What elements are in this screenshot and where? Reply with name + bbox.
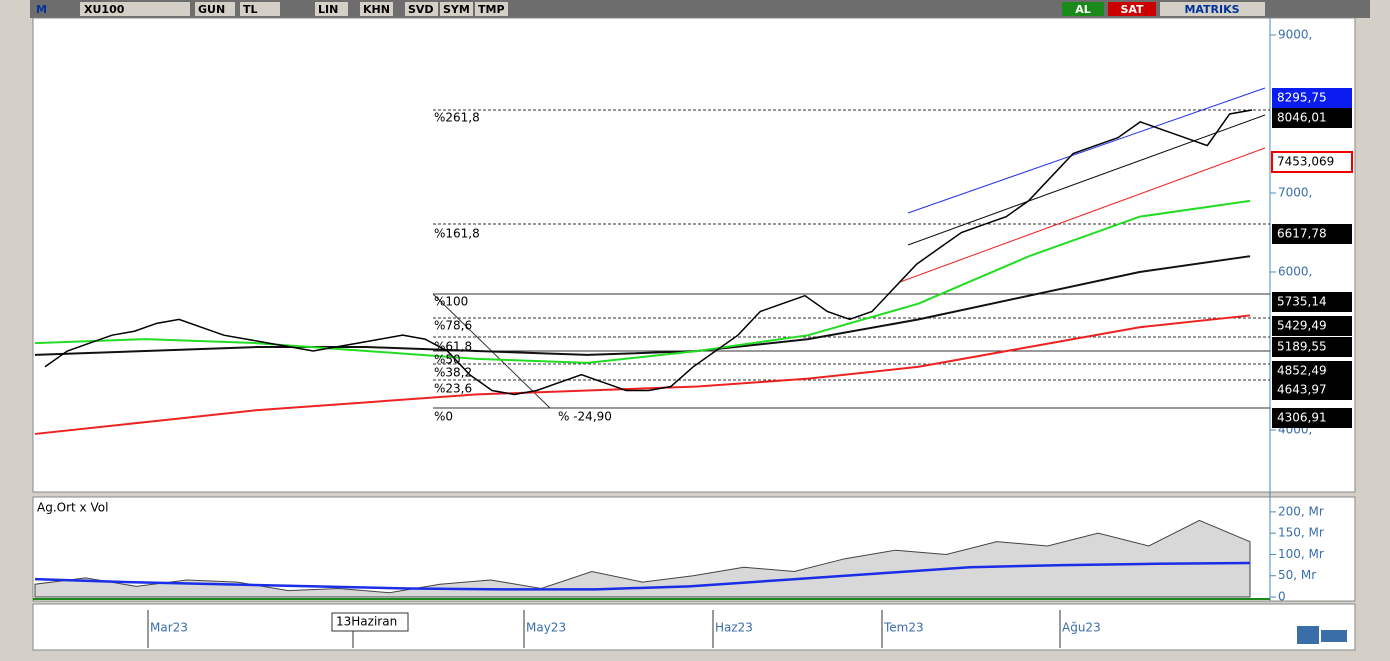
price-tag-box bbox=[1272, 316, 1352, 336]
fib-label: %0 bbox=[434, 410, 453, 424]
toolbar-button-label[interactable]: KHN bbox=[363, 3, 390, 16]
price-tag-box bbox=[1272, 88, 1352, 108]
fib-label: %161,8 bbox=[434, 227, 480, 241]
toolbar-button[interactable] bbox=[405, 2, 438, 16]
price-panel bbox=[32, 17, 1356, 493]
toolbar-button-label[interactable]: LIN bbox=[318, 3, 338, 16]
y-tick-label: 150, Mr bbox=[1278, 526, 1324, 540]
toolbar-button-label[interactable]: SVD bbox=[408, 3, 434, 16]
price-tag-box bbox=[1272, 292, 1352, 312]
logo: M bbox=[36, 3, 47, 16]
price-tag: 5189,55 bbox=[1277, 340, 1327, 354]
x-label: Tem23 bbox=[883, 621, 924, 635]
toolbar-button-label[interactable]: TL bbox=[243, 3, 258, 16]
toolbar-button[interactable] bbox=[240, 2, 280, 16]
cursor-label: 13Haziran bbox=[336, 615, 397, 629]
refresh-button[interactable] bbox=[1297, 626, 1319, 644]
ma-red bbox=[34, 314, 1251, 435]
fib-label: %38,2 bbox=[434, 366, 472, 380]
x-label: May23 bbox=[526, 621, 566, 635]
y-tick-label: 50, Mr bbox=[1278, 568, 1316, 582]
price-tag-box bbox=[1272, 224, 1352, 244]
price-tag: 4643,97 bbox=[1277, 383, 1327, 397]
price-line bbox=[44, 109, 1253, 396]
y-tick-label: 0 bbox=[1278, 590, 1286, 604]
toolbar-button-label[interactable]: GUN bbox=[198, 3, 225, 16]
price-tag: 4852,49 bbox=[1277, 364, 1327, 378]
price-tag-box bbox=[1272, 337, 1352, 357]
fib-label: %61,8 bbox=[434, 340, 472, 354]
price-tag-box bbox=[1272, 108, 1352, 128]
toolbar-button[interactable] bbox=[195, 2, 235, 16]
price-tag-box bbox=[1271, 151, 1353, 173]
price-tag: 4306,91 bbox=[1277, 411, 1327, 425]
ma-black bbox=[34, 255, 1251, 356]
symbol-box[interactable] bbox=[80, 2, 190, 16]
y-tick-label: 6000, bbox=[1278, 264, 1312, 278]
ma-green bbox=[34, 199, 1251, 364]
y-tick-label: 7000, bbox=[1278, 185, 1312, 199]
scroll-buttons[interactable] bbox=[1321, 630, 1347, 642]
y-tick-label: 9000, bbox=[1278, 27, 1312, 41]
indicator-title: Ag.Ort x Vol bbox=[37, 501, 108, 515]
price-tag: 8295,75 bbox=[1277, 91, 1327, 105]
toolbar-button[interactable] bbox=[475, 2, 508, 16]
sell-button[interactable] bbox=[1108, 2, 1156, 16]
x-axis-panel bbox=[32, 603, 1356, 651]
fib-label: %50 bbox=[434, 353, 461, 367]
buy-button[interactable] bbox=[1062, 2, 1104, 16]
fib-lines bbox=[433, 109, 1270, 381]
y-tick-label: 100, Mr bbox=[1278, 547, 1324, 561]
brand-box bbox=[1160, 2, 1265, 16]
toolbar-button[interactable] bbox=[360, 2, 393, 16]
x-label: Mar23 bbox=[150, 621, 188, 635]
fib-label: %78,6 bbox=[434, 319, 472, 333]
price-tag-box bbox=[1272, 361, 1352, 381]
x-label: Ağu23 bbox=[1062, 621, 1101, 635]
toolbar-button[interactable] bbox=[315, 2, 348, 16]
change-label: % -24,90 bbox=[558, 410, 612, 424]
price-tag: 7453,069 bbox=[1277, 155, 1334, 169]
symbol[interactable]: XU100 bbox=[84, 3, 125, 16]
brand: MATRIKS bbox=[1184, 3, 1239, 16]
channel bbox=[899, 87, 1266, 283]
fib-label: %100 bbox=[434, 295, 468, 309]
y-tick-label: 200, Mr bbox=[1278, 504, 1324, 518]
volume-area bbox=[34, 519, 1251, 598]
toolbar-button[interactable] bbox=[440, 2, 473, 16]
sell-label[interactable]: SAT bbox=[1120, 3, 1144, 16]
price-tag-box bbox=[1272, 380, 1352, 400]
fib-label: %261,8 bbox=[434, 111, 480, 125]
x-label: Haz23 bbox=[715, 621, 753, 635]
volume-average bbox=[34, 561, 1251, 591]
price-tag: 5429,49 bbox=[1277, 319, 1327, 333]
fib-solid-lines bbox=[432, 293, 1270, 409]
toolbar-button-label[interactable]: TMP bbox=[478, 3, 505, 16]
price-tag-box bbox=[1272, 408, 1352, 428]
price-tag: 6617,78 bbox=[1277, 227, 1327, 241]
price-tag: 5735,14 bbox=[1277, 295, 1327, 309]
price-tag: 8046,01 bbox=[1277, 111, 1327, 125]
toolbar-button-label[interactable]: SYM bbox=[443, 3, 470, 16]
cursor-box bbox=[331, 612, 409, 632]
fib-label: %23,6 bbox=[434, 382, 472, 396]
buy-label[interactable]: AL bbox=[1075, 3, 1091, 16]
